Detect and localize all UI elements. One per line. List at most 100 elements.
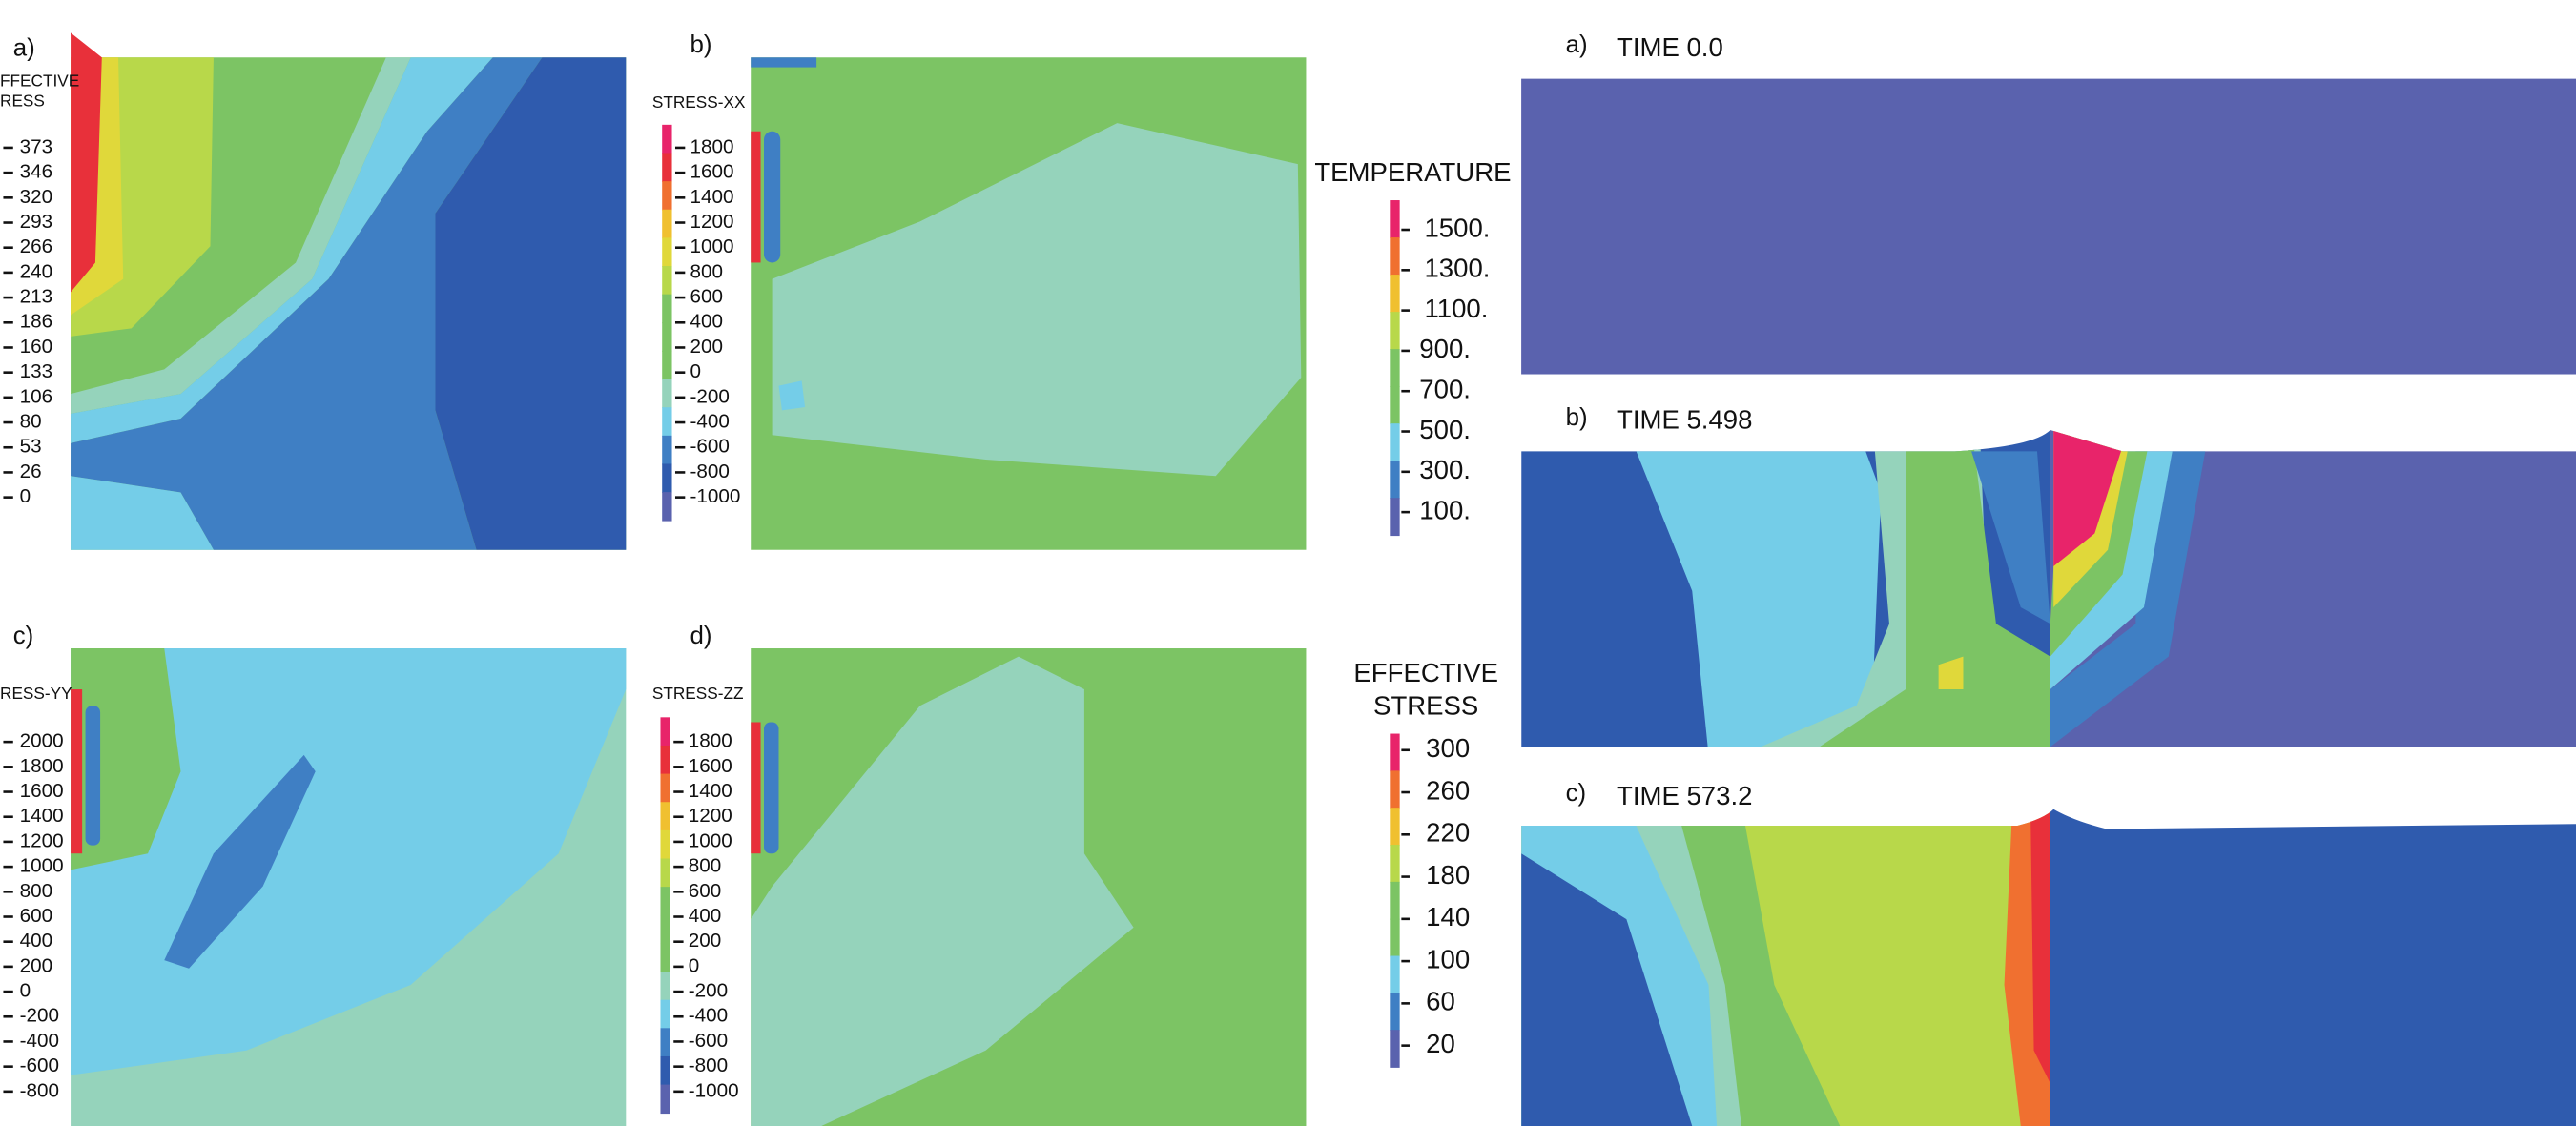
colorbar-segment — [1390, 845, 1399, 883]
contour-plot — [1521, 805, 2576, 1126]
colorbar-title: STRESS — [1373, 690, 1478, 720]
tick-label: -800 — [20, 1079, 59, 1101]
colorbar-segment — [662, 492, 671, 521]
tick-label: 266 — [20, 235, 52, 257]
colorbar-segment — [660, 1028, 670, 1056]
tick-label: 1600 — [690, 161, 733, 183]
colorbar-segment — [662, 125, 671, 154]
tick-label: -1000 — [690, 485, 740, 507]
tick-label: 200 — [689, 930, 721, 952]
tick-label: 600 — [20, 905, 52, 927]
tick-label: 1000 — [689, 829, 732, 851]
tick-label: 346 — [20, 161, 52, 183]
tick-label: 300. — [1419, 455, 1471, 484]
colorbar-segment — [660, 802, 670, 830]
tick-label: 0 — [690, 360, 701, 382]
figure: a)FFECTIVERESS37334632029326624021318616… — [0, 0, 2576, 1126]
colorbar-segment — [660, 1056, 670, 1085]
colorbar-segment — [660, 887, 670, 915]
tick-label: 53 — [20, 436, 42, 458]
tick-label: -600 — [689, 1030, 728, 1052]
contour-plot — [751, 648, 1306, 1126]
tick-label: 133 — [20, 360, 52, 382]
tick-label: 186 — [20, 311, 52, 333]
tick-label: 106 — [20, 385, 52, 407]
panel-label: c) — [1566, 780, 1587, 807]
tick-label: 1600 — [20, 780, 64, 802]
tick-label: 1400 — [690, 186, 733, 208]
tick-label: 200 — [20, 954, 52, 976]
panel-title: TIME 0.0 — [1617, 32, 1723, 62]
tick-label: 1200 — [690, 211, 733, 233]
colorbar-segment — [1390, 808, 1399, 846]
tick-label: 400 — [20, 930, 52, 952]
colorbar-segment — [660, 915, 670, 944]
tick-label: 220 — [1426, 818, 1470, 848]
contour-plot — [1521, 427, 2576, 755]
contour-plot — [71, 648, 626, 1126]
tick-label: 26 — [20, 461, 42, 482]
tick-label: 180 — [1426, 860, 1470, 890]
tick-label: -400 — [20, 1030, 59, 1052]
panel-label: b) — [690, 31, 711, 58]
tick-label: 1100. — [1424, 294, 1488, 323]
colorbar-segment — [1390, 275, 1399, 313]
tick-label: 1800 — [689, 730, 732, 752]
panel-label: c) — [13, 623, 34, 649]
contour-plot — [1521, 79, 2576, 375]
colorbar-title: RESS-YY — [0, 684, 72, 703]
tick-label: 293 — [20, 211, 52, 233]
tick-label: -200 — [689, 980, 728, 1002]
tick-label: 1600 — [689, 755, 732, 777]
tick-label: 20 — [1426, 1029, 1455, 1058]
tick-label: 1200 — [20, 829, 64, 851]
contour-plot — [71, 32, 626, 549]
tick-label: 1500. — [1424, 213, 1490, 242]
tick-label: 1000 — [20, 855, 64, 877]
tick-label: 140 — [1426, 902, 1470, 932]
panel-title: TIME 5.498 — [1617, 405, 1752, 435]
tick-label: 500. — [1419, 415, 1471, 444]
colorbar-segment — [1390, 386, 1399, 424]
colorbar-title: EFFECTIVE — [1353, 658, 1498, 687]
colorbar-segment — [660, 717, 670, 746]
colorbar-segment — [1390, 919, 1399, 957]
colorbar-segment — [662, 379, 671, 408]
tick-label: 1800 — [20, 755, 64, 777]
colorbar-segment — [660, 746, 670, 774]
colorbar-segment — [660, 1000, 670, 1029]
colorbar-segment — [1390, 423, 1399, 461]
colorbar-segment — [1390, 349, 1399, 387]
colorbar-segment — [660, 1085, 670, 1114]
colorbar-title: STRESS-XX — [652, 92, 746, 112]
colorbar-segment — [662, 210, 671, 238]
colorbar-title: FFECTIVE — [0, 72, 79, 91]
tick-label: 700. — [1419, 375, 1471, 404]
tick-label: -800 — [689, 1054, 728, 1076]
tick-label: -200 — [690, 385, 729, 407]
colorbar-title: TEMPERATURE — [1314, 157, 1511, 187]
tick-label: 200 — [690, 336, 722, 358]
tick-label: 80 — [20, 411, 42, 433]
colorbar-segment — [662, 436, 671, 464]
tick-label: 1400 — [689, 780, 732, 802]
colorbar-segment — [1390, 237, 1399, 276]
tick-label: 300 — [1426, 733, 1470, 763]
tick-label: 100. — [1419, 495, 1471, 524]
tick-label: 0 — [689, 954, 700, 976]
tick-label: 1800 — [690, 135, 733, 157]
tick-label: 373 — [20, 135, 52, 157]
tick-label: 600 — [690, 286, 722, 308]
tick-label: 1200 — [689, 805, 732, 827]
colorbar-segment — [660, 830, 670, 859]
tick-label: 800 — [690, 260, 722, 282]
tick-label: -600 — [20, 1054, 59, 1076]
tick-label: -400 — [689, 1005, 728, 1027]
colorbar-segment — [662, 351, 671, 379]
panel-label: a) — [13, 34, 35, 61]
tick-label: 400 — [689, 905, 721, 927]
colorbar-segment — [662, 295, 671, 323]
colorbar-segment — [1390, 993, 1399, 1031]
tick-label: 1300. — [1424, 254, 1490, 283]
colorbar-segment — [1390, 1030, 1399, 1068]
